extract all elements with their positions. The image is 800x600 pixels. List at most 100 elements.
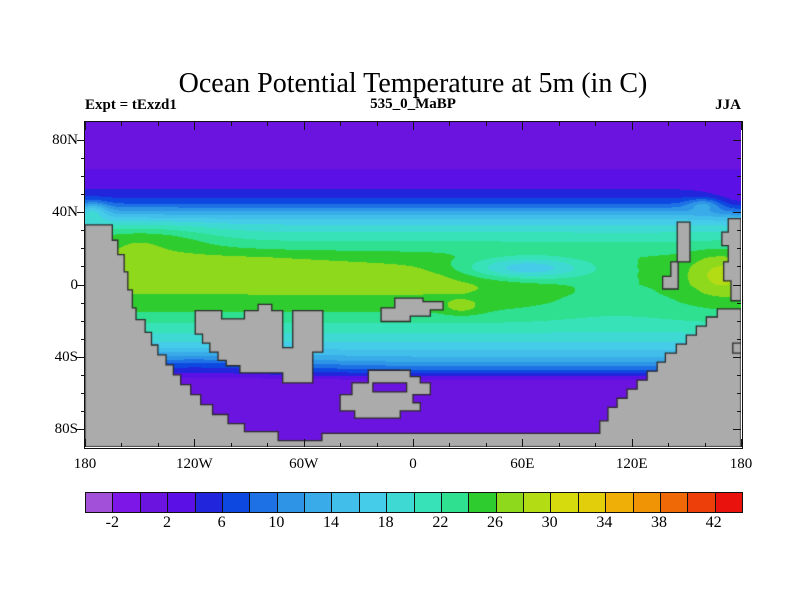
x-tick bbox=[704, 122, 706, 126]
x-tick bbox=[340, 443, 342, 447]
y-tick bbox=[737, 338, 741, 340]
colorbar-cell-6 bbox=[249, 493, 277, 512]
x-axis-label-60E: 60E bbox=[510, 456, 535, 472]
colorbar-label-10: 10 bbox=[268, 514, 285, 531]
x-tick bbox=[157, 443, 159, 447]
y-tick bbox=[737, 194, 741, 196]
colorbar-cell-12 bbox=[413, 493, 441, 512]
colorbar-label-26: 26 bbox=[487, 514, 503, 531]
y-tick bbox=[81, 302, 85, 304]
x-tick bbox=[303, 439, 305, 447]
x-tick bbox=[157, 122, 159, 126]
y-tick bbox=[81, 320, 85, 322]
y-tick bbox=[77, 356, 85, 358]
x-tick bbox=[741, 122, 742, 130]
page-title: Ocean Potential Temperature at 5m (in C) bbox=[178, 68, 648, 99]
y-tick bbox=[77, 428, 85, 430]
colorbar-label-38: 38 bbox=[651, 514, 667, 531]
colorbar-cell-17 bbox=[550, 493, 578, 512]
x-tick bbox=[121, 443, 123, 447]
y-tick bbox=[81, 230, 85, 232]
y-tick bbox=[81, 194, 85, 196]
colorbar-cell-10 bbox=[358, 493, 387, 512]
x-tick bbox=[413, 439, 414, 447]
x-tick bbox=[704, 443, 706, 447]
colorbar-cell-14 bbox=[468, 493, 496, 512]
y-tick bbox=[81, 248, 85, 250]
x-tick bbox=[668, 122, 670, 126]
y-axis-label-40N: 40N bbox=[52, 204, 78, 221]
colorbar-cell-21 bbox=[659, 493, 688, 512]
colorbar-cell-20 bbox=[632, 493, 660, 512]
x-tick bbox=[449, 443, 451, 447]
y-tick bbox=[733, 356, 741, 358]
colorbar-cell-22 bbox=[687, 493, 715, 512]
colorbar-cell-5 bbox=[221, 493, 250, 512]
y-tick bbox=[737, 410, 741, 412]
y-tick bbox=[733, 212, 741, 214]
colorbar-cell-18 bbox=[577, 493, 606, 512]
colorbar bbox=[85, 492, 743, 513]
x-tick bbox=[595, 443, 597, 447]
colorbar-label-42: 42 bbox=[705, 514, 722, 531]
subtitle-run-id: 535_0_MaBP bbox=[370, 96, 456, 112]
y-tick bbox=[81, 158, 85, 160]
x-axis-label-60W: 60W bbox=[289, 456, 319, 472]
x-tick bbox=[85, 122, 86, 130]
y-tick bbox=[737, 320, 741, 322]
x-tick bbox=[522, 122, 524, 130]
y-tick bbox=[737, 374, 741, 376]
x-tick bbox=[230, 122, 232, 126]
x-tick bbox=[485, 443, 487, 447]
x-tick bbox=[449, 122, 451, 126]
x-tick bbox=[741, 439, 742, 447]
x-tick bbox=[194, 122, 196, 130]
season-label: JJA bbox=[715, 97, 741, 113]
colorbar-cell-19 bbox=[605, 493, 633, 512]
x-axis-label-120E: 120E bbox=[615, 456, 648, 472]
colorbar-label-34: 34 bbox=[596, 514, 613, 531]
x-tick bbox=[376, 443, 378, 447]
x-tick bbox=[303, 122, 305, 130]
y-tick bbox=[737, 248, 741, 250]
x-tick bbox=[340, 122, 342, 126]
y-tick bbox=[81, 176, 85, 178]
y-tick bbox=[737, 266, 741, 268]
x-tick bbox=[668, 443, 670, 447]
colorbar-cell-9 bbox=[331, 493, 359, 512]
y-tick bbox=[733, 428, 741, 430]
colorbar-label-14: 14 bbox=[323, 514, 339, 531]
colorbar-cell-11 bbox=[386, 493, 414, 512]
x-axis-label-0: 0 bbox=[409, 456, 417, 472]
colorbar-label-22: 22 bbox=[432, 514, 449, 531]
x-axis-label-120W: 120W bbox=[175, 456, 213, 472]
x-tick bbox=[558, 443, 560, 447]
y-axis-label-80S: 80S bbox=[54, 420, 78, 437]
x-tick bbox=[376, 122, 378, 126]
y-tick bbox=[77, 284, 85, 286]
colorbar-label-2: 2 bbox=[163, 514, 171, 531]
y-tick bbox=[81, 392, 85, 394]
colorbar-cell-8 bbox=[304, 493, 332, 512]
colorbar-cell-3 bbox=[167, 493, 195, 512]
x-tick bbox=[194, 439, 196, 447]
experiment-label: Expt = tExzd1 bbox=[85, 97, 177, 113]
x-tick bbox=[85, 439, 86, 447]
colorbar-cell-0 bbox=[86, 493, 113, 512]
colorbar-cell-2 bbox=[139, 493, 168, 512]
y-tick bbox=[737, 230, 741, 232]
y-tick bbox=[737, 392, 741, 394]
colorbar-cell-7 bbox=[276, 493, 304, 512]
x-tick bbox=[631, 439, 633, 447]
y-tick bbox=[81, 266, 85, 268]
colorbar-label-30: 30 bbox=[541, 514, 558, 531]
x-tick bbox=[595, 122, 597, 126]
x-tick bbox=[522, 439, 524, 447]
x-tick bbox=[413, 122, 414, 130]
colorbar-label-6: 6 bbox=[217, 514, 226, 531]
y-tick bbox=[737, 302, 741, 304]
y-axis-label-0: 0 bbox=[70, 276, 79, 293]
colorbar-cell-1 bbox=[112, 493, 140, 512]
x-tick bbox=[230, 443, 232, 447]
